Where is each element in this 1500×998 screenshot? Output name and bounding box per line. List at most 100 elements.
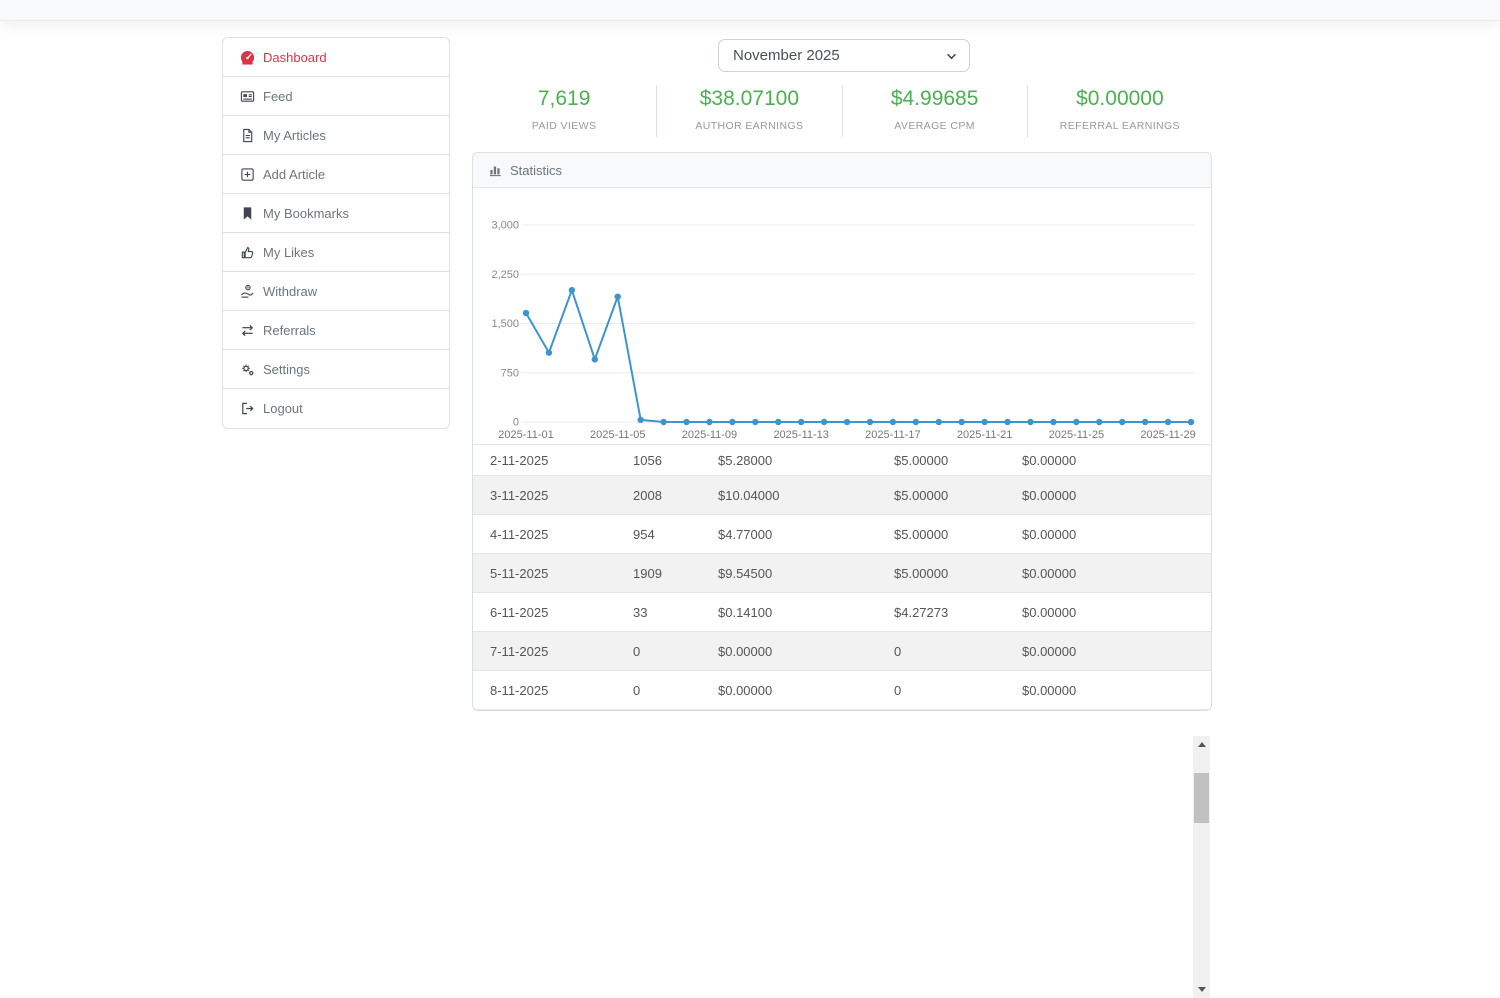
stat-label: REFERRAL EARNINGS [1059,120,1180,132]
table-cell: 33 [633,604,648,620]
table-cell: 0 [894,643,902,659]
newspaper-icon [240,89,255,104]
sidebar-item-my-likes[interactable]: My Likes [223,233,449,272]
scroll-up-arrow-icon[interactable] [1193,736,1210,753]
svg-text:2025-11-13: 2025-11-13 [773,429,828,441]
sidebar-item-label: My Likes [263,244,315,260]
svg-text:2025-11-25: 2025-11-25 [1049,429,1104,441]
chevron-down-icon [946,49,957,63]
sidebar-item-add-article[interactable]: Add Article [223,155,449,194]
table-scrollbar[interactable] [1193,736,1210,998]
svg-text:2025-11-17: 2025-11-17 [865,429,920,441]
table-cell: 2008 [633,487,662,503]
sidebar-item-referrals[interactable]: Referrals [223,311,449,350]
sidebar-item-label: My Bookmarks [263,205,349,221]
table-cell: 3-11-2025 [490,487,549,503]
stat-author-earnings: $38.07100 AUTHOR EARNINGS [656,85,841,137]
file-lines-icon [240,128,255,143]
sidebar-item-label: Settings [263,361,310,377]
line-chart: 0 750 1,500 2,250 3,000 2025-11-01 2025-11-05 2… [473,188,1211,444]
sidebar-item-withdraw[interactable]: Withdraw [223,272,449,311]
sidebar-item-settings[interactable]: Settings [223,350,449,389]
table-cell: 8-11-2025 [490,682,549,698]
sidebar-item-my-bookmarks[interactable]: My Bookmarks [223,194,449,233]
scrollbar-thumb[interactable] [1194,773,1209,823]
table-cell: 4-11-2025 [490,526,549,542]
stat-referral-earnings: $0.00000 REFERRAL EARNINGS [1026,85,1212,137]
bookmark-icon [240,206,255,221]
table-row: 4-11-2025 954 $4.77000 $5.00000 $0.00000 [473,515,1211,554]
table-cell: $0.00000 [1022,643,1077,659]
sidebar-item-label: Add Article [263,166,326,182]
table-cell: $4.27273 [894,604,949,620]
table-cell: 2-11-2025 [490,452,549,468]
table-cell: $0.00000 [1022,604,1077,620]
stat-label: PAID VIEWS [531,120,597,132]
table-cell: $10.04000 [718,487,780,503]
stats-table-body: 2-11-2025 1056 $5.28000 $5.00000 $0.00000 3-1… [473,445,1211,710]
table-cell: $5.00000 [894,487,949,503]
sign-out-icon [240,401,255,416]
sidebar-item-label: My Articles [263,127,326,143]
svg-text:2025-11-29: 2025-11-29 [1140,429,1195,441]
table-cell: $0.00000 [1022,487,1077,503]
sidebar-item-logout[interactable]: Logout [223,389,449,428]
top-navbar [0,0,1500,21]
table-row: 8-11-2025 0 $0.00000 0 $0.00000 [473,671,1211,710]
bar-chart-icon [489,163,503,177]
sidebar-item-dashboard[interactable]: Dashboard [223,38,449,77]
sidebar-item-label: Withdraw [263,283,318,299]
table-row: 2-11-2025 1056 $5.28000 $5.00000 $0.00000 [473,445,1211,476]
table-cell: $9.54500 [718,565,773,581]
stat-value: $4.99685 [890,87,979,110]
table-cell: $0.00000 [1022,682,1077,698]
table-cell: 0 [894,682,902,698]
sidebar-item-my-articles[interactable]: My Articles [223,116,449,155]
stat-value: 7,619 [537,87,591,110]
svg-text:1,500: 1,500 [491,318,519,330]
sidebar-item-label: Logout [263,401,303,416]
statistics-panel: Statistics 0 750 1,500 2,250 3,000 2025-11-01… [472,152,1212,998]
dashboard-gauge-icon [240,50,255,65]
scroll-down-arrow-icon[interactable] [1193,981,1210,998]
sidebar-item-label: Feed [263,88,293,104]
svg-text:3,000: 3,000 [491,220,519,232]
table-cell: 0 [633,682,641,698]
table-cell: 1909 [633,565,662,581]
stat-value: $0.00000 [1076,87,1164,110]
svg-text:0: 0 [513,417,519,429]
table-cell: $0.14100 [718,604,773,620]
sidebar-item-label: Dashboard [263,49,327,65]
table-cell: 1056 [633,452,662,468]
table-cell: 5-11-2025 [490,565,549,581]
svg-text:2,250: 2,250 [491,269,519,281]
stats-row: 7,619 PAID VIEWS $38.07100 AUTHOR EARNIN… [472,85,1212,137]
table-row: 6-11-2025 33 $0.14100 $4.27273 $0.00000 [473,593,1211,632]
svg-text:2025-11-01: 2025-11-01 [498,429,553,441]
svg-text:2025-11-09: 2025-11-09 [682,429,737,441]
stat-label: AVERAGE CPM [894,120,975,132]
table-cell: $0.00000 [718,643,773,659]
sidebar-item-feed[interactable]: Feed [223,77,449,116]
table-row: 7-11-2025 0 $0.00000 0 $0.00000 [473,632,1211,671]
stats-table: 2-11-2025 1056 $5.28000 $5.00000 $0.00000 3-1… [473,444,1211,998]
stat-value: $38.07100 [699,87,800,110]
table-cell: $5.00000 [894,565,949,581]
table-cell: $5.00000 [894,526,949,542]
panel-title: Statistics [510,162,563,178]
table-cell: 6-11-2025 [490,604,549,620]
month-select[interactable]: November 2025 [718,39,970,72]
hand-coin-icon [240,284,255,299]
table-cell: $0.00000 [718,682,773,698]
table-cell: $5.28000 [718,452,773,468]
sidebar-item-label: Referrals [263,322,316,338]
stat-average-cpm: $4.99685 AVERAGE CPM [841,85,1027,137]
month-select-value: November 2025 [733,47,840,64]
square-plus-icon [240,167,255,182]
sidebar: Dashboard Feed My Articles Add Article M… [222,37,450,429]
thumbs-up-icon [240,245,255,260]
table-cell: $0.00000 [1022,452,1077,468]
exchange-arrows-icon [240,323,255,338]
svg-text:750: 750 [501,367,519,379]
stat-paid-views: 7,619 PAID VIEWS [472,85,656,137]
